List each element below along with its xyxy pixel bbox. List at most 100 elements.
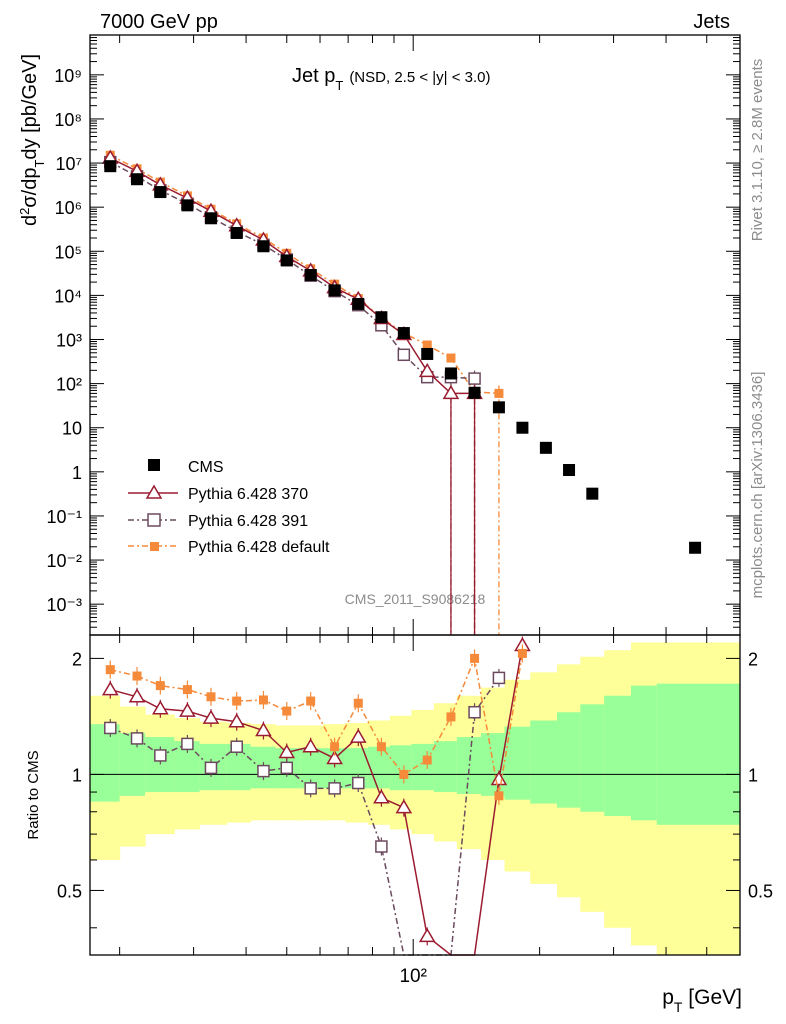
- point-pythia-6-428-370-16: [490, 771, 508, 786]
- point-cms-16: [492, 401, 505, 414]
- svg-text:pT [GeV]: pT [GeV]: [662, 986, 742, 1015]
- header-jets-label: Jets: [693, 11, 730, 33]
- band-inner-14: [433, 741, 458, 793]
- point-pythia-6-428-370-13: [418, 927, 436, 943]
- point-pythia-6-428-default-7: [282, 706, 292, 716]
- point-pythia-6-428-391-10: [352, 776, 365, 790]
- point-cms-23: [689, 541, 702, 554]
- upper-line-pythia-6-428-default: [109, 154, 499, 395]
- ratio-tick-label-left-0: 0.5: [57, 881, 82, 901]
- point-cms-3: [181, 199, 194, 212]
- y-tick-label-11: 10⁸: [54, 110, 82, 130]
- point-pythia-6-428-default-15: [470, 653, 480, 663]
- point-pythia-6-428-391-15: [468, 372, 481, 385]
- point-pythia-6-428-370-2: [152, 700, 169, 715]
- point-pythia-6-428-370-13: [418, 362, 436, 378]
- band-inner-13: [411, 743, 435, 791]
- point-pythia-6-428-391-11: [375, 840, 388, 853]
- legend: CMS Pythia 6.428 370 Pythia 6.428 391 Py…: [128, 459, 330, 556]
- y-tick-label-12: 10⁹: [54, 66, 82, 86]
- point-cms-2: [154, 186, 167, 199]
- point-cms-18: [539, 441, 552, 454]
- point-pythia-6-428-391-7: [280, 761, 294, 775]
- point-pythia-6-428-370-12: [395, 799, 413, 814]
- y-tick-label-7: 10⁴: [54, 286, 82, 306]
- point-cms-13: [421, 347, 434, 360]
- point-pythia-6-428-default-1: [132, 671, 142, 681]
- rivet-version-label: Rivet 3.1.10, ≥ 2.8M events: [749, 59, 766, 242]
- svg-text:Jet pT(NSD, 2.5 < |y| < 3.0): Jet pT (NSD, 2.5 < |y| < 3.0): [292, 65, 491, 93]
- point-pythia-6-428-default-0: [105, 665, 115, 675]
- point-pythia-6-428-391-9: [328, 782, 341, 795]
- axis-ticks: 10² 10⁻³ 10⁻² 10⁻¹ 1 10 10² 10³ 10⁴ 10⁵ 10⁶ 10⁷ 10⁸ 1…: [46, 34, 773, 987]
- point-cms-11: [375, 311, 388, 324]
- point-pythia-6-428-370-5: [228, 713, 246, 728]
- band-inner-20: [580, 704, 605, 812]
- point-cms-10: [352, 297, 365, 310]
- point-pythia-6-428-370-11: [373, 789, 390, 804]
- legend-marker-391: [147, 513, 161, 527]
- point-pythia-6-428-391-12: [397, 348, 411, 362]
- point-pythia-6-428-default-6: [258, 695, 268, 705]
- y-tick-label-6: 10³: [56, 331, 82, 351]
- point-pythia-6-428-default-13: [422, 755, 432, 765]
- point-cms-5: [230, 226, 243, 239]
- band-inner-2: [145, 737, 175, 793]
- legend-marker-default: [150, 542, 159, 551]
- ratio-tick-label-right-2: 2: [748, 649, 758, 669]
- point-pythia-6-428-default-5: [232, 696, 242, 706]
- point-pythia-6-428-370-7: [278, 743, 296, 759]
- point-pythia-6-428-370-3: [179, 702, 196, 717]
- upper-line-pythia-6-428-391: [109, 161, 475, 380]
- point-cms-17: [516, 421, 529, 434]
- legend-label-cms: CMS: [188, 459, 224, 476]
- header-energy-label: 7000 GeV pp: [100, 11, 218, 33]
- point-cms-8: [304, 268, 317, 281]
- legend-label-370: Pythia 6.428 370: [188, 486, 308, 503]
- point-pythia-6-428-default-2: [155, 681, 165, 691]
- band-inner-21: [604, 695, 632, 817]
- y-tick-label-10: 10⁷: [55, 154, 82, 174]
- point-pythia-6-428-default-14: [446, 353, 456, 363]
- point-pythia-6-428-default-9: [330, 742, 340, 752]
- y-tick-label-1: 10⁻²: [46, 551, 82, 571]
- band-inner-19: [557, 712, 581, 808]
- point-pythia-6-428-default-3: [182, 685, 192, 695]
- legend-marker-cms: [148, 459, 160, 471]
- band-inner-18: [530, 720, 558, 804]
- point-pythia-6-428-default-16: [494, 388, 504, 398]
- point-cms-14: [444, 367, 457, 380]
- point-pythia-6-428-default-10: [353, 698, 363, 708]
- y-tick-label-3: 1: [72, 463, 82, 483]
- band-inner-9: [323, 748, 347, 789]
- band-inner-8: [300, 748, 324, 789]
- point-pythia-6-428-391-2: [154, 749, 167, 762]
- point-pythia-6-428-391-8: [304, 782, 317, 795]
- point-pythia-6-428-391-16: [492, 671, 506, 685]
- band-inner-22: [630, 685, 658, 821]
- point-pythia-6-428-370-0: [101, 681, 119, 696]
- legend-marker-370: [145, 484, 163, 499]
- ratio-series: [101, 636, 531, 956]
- point-cms-12: [397, 327, 410, 340]
- y-tick-label-8: 10⁵: [55, 242, 82, 262]
- analysis-id-label: CMS_2011_S9086218: [345, 591, 486, 607]
- point-pythia-6-428-391-0: [104, 721, 117, 735]
- ratio-axis-label: Ratio to CMS: [25, 750, 42, 839]
- band-inner-23: [656, 683, 741, 825]
- point-pythia-6-428-default-13: [422, 340, 432, 350]
- point-cms-4: [204, 212, 217, 225]
- band-inner-0: [90, 724, 121, 802]
- legend-label-default: Pythia 6.428 default: [188, 539, 330, 556]
- point-pythia-6-428-default-14: [446, 712, 456, 722]
- point-pythia-6-428-default-16: [494, 791, 504, 801]
- point-cms-15: [468, 386, 481, 399]
- point-pythia-6-428-370-8: [302, 738, 319, 753]
- point-pythia-6-428-391-4: [204, 761, 218, 775]
- ratio-tick-label-right-0: 0.5: [748, 881, 773, 901]
- point-pythia-6-428-370-14: [442, 384, 460, 400]
- y-tick-label-9: 10⁶: [55, 198, 82, 218]
- ratio-tick-label-right-1: 1: [748, 765, 758, 785]
- point-pythia-6-428-default-11: [376, 742, 386, 752]
